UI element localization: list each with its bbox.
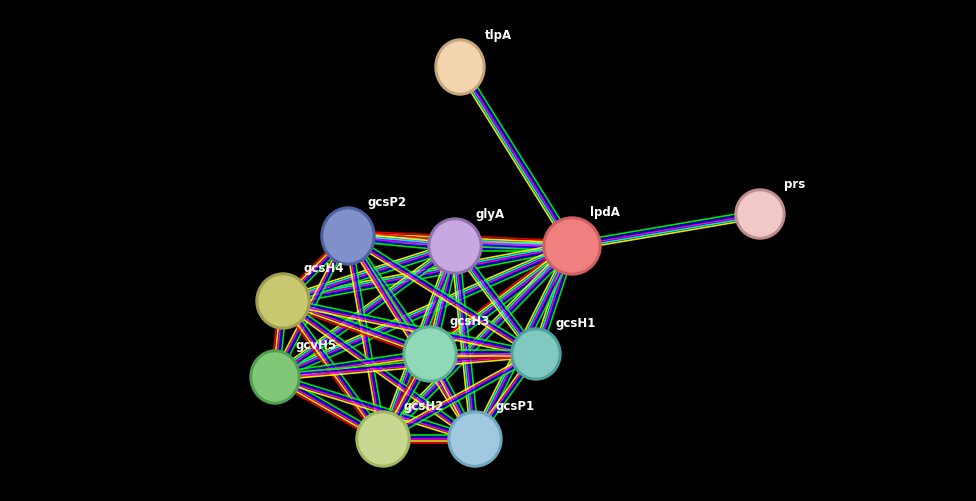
Text: gcvH5: gcvH5 (295, 338, 336, 351)
Ellipse shape (435, 40, 485, 96)
Text: glyA: glyA (475, 207, 505, 220)
Text: gcsP1: gcsP1 (495, 399, 534, 412)
Ellipse shape (451, 414, 499, 464)
Ellipse shape (546, 220, 598, 273)
Ellipse shape (356, 411, 410, 467)
Ellipse shape (738, 192, 782, 236)
Ellipse shape (259, 277, 307, 326)
Text: tlpA: tlpA (485, 29, 512, 42)
Text: lpdA: lpdA (590, 205, 620, 218)
Ellipse shape (403, 326, 457, 382)
Ellipse shape (543, 217, 601, 276)
Ellipse shape (735, 189, 785, 239)
Ellipse shape (324, 210, 372, 263)
Ellipse shape (250, 350, 300, 404)
Ellipse shape (511, 328, 561, 380)
Text: prs: prs (784, 178, 805, 190)
Ellipse shape (448, 411, 502, 467)
Text: gcsH2: gcsH2 (403, 399, 443, 412)
Ellipse shape (321, 207, 375, 266)
Ellipse shape (359, 414, 407, 464)
Text: gcsH1: gcsH1 (556, 316, 596, 329)
Ellipse shape (431, 221, 479, 272)
Ellipse shape (428, 218, 482, 275)
Text: gcsH4: gcsH4 (303, 262, 344, 275)
Ellipse shape (514, 331, 558, 377)
Ellipse shape (256, 274, 310, 329)
Text: gcsP2: gcsP2 (368, 195, 407, 208)
Ellipse shape (438, 43, 482, 93)
Ellipse shape (406, 329, 454, 379)
Ellipse shape (253, 353, 297, 401)
Text: gcsH3: gcsH3 (450, 314, 490, 327)
